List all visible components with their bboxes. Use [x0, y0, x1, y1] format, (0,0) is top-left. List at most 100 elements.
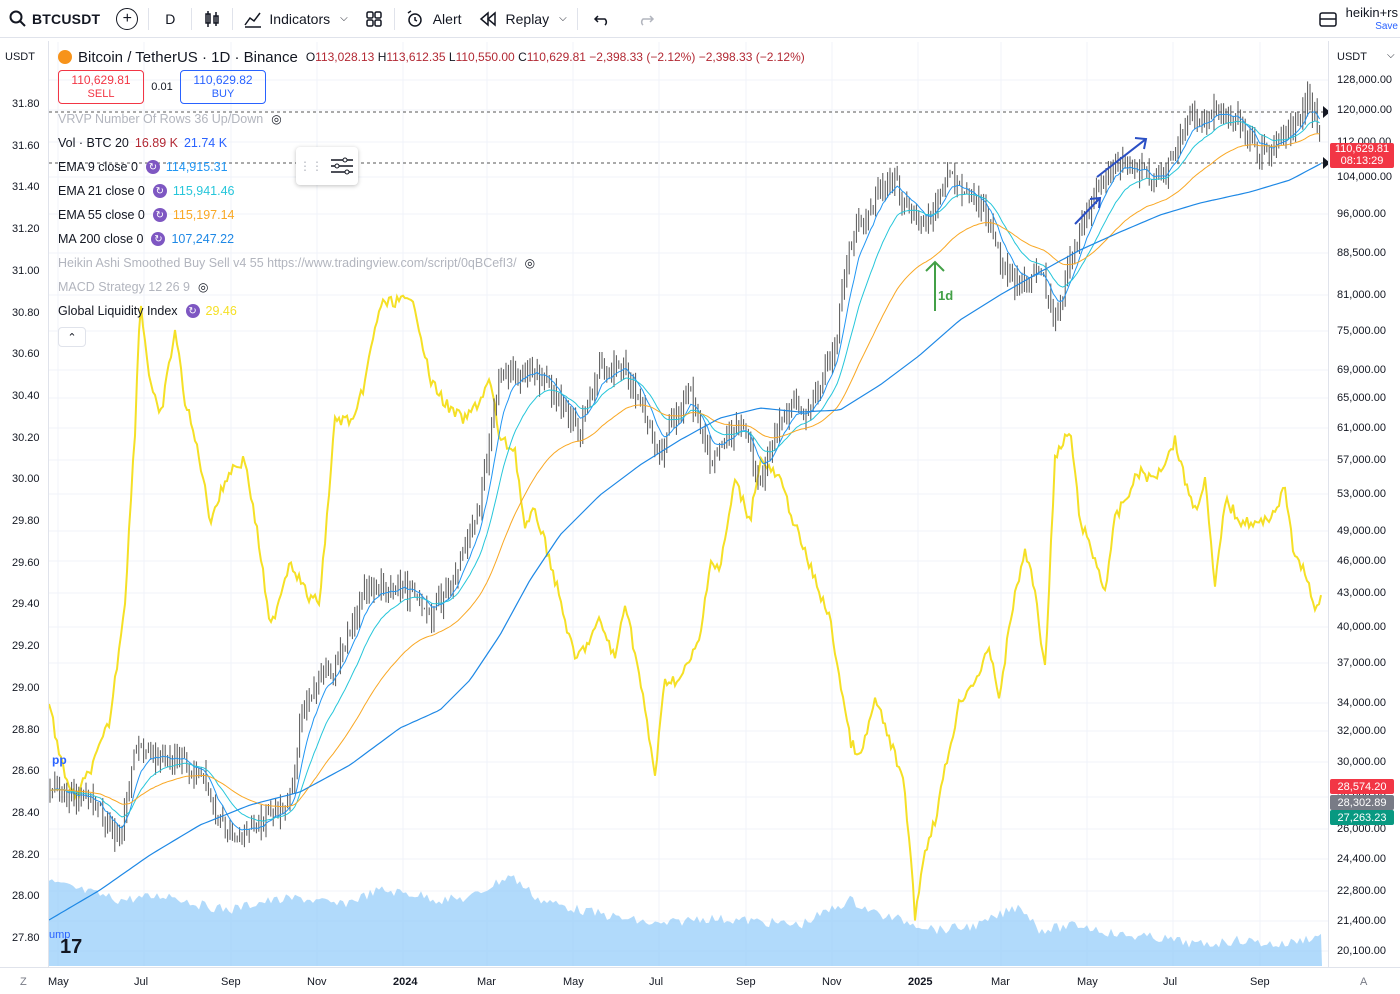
left-axis-tick: 30.20 [12, 431, 40, 444]
indicator-row[interactable]: MA 200 close 0 ↻ 107,247.22 [58, 227, 805, 251]
templates-button[interactable] [356, 0, 392, 38]
high-marker [1323, 106, 1330, 118]
plus-icon: + [116, 7, 139, 30]
symbol-search[interactable]: BTCUSDT [0, 0, 108, 38]
indicator-value: 115,197.14 [172, 208, 235, 222]
auto-scale-button[interactable]: A [1360, 976, 1368, 988]
replay-button[interactable]: Replay ⌵ [470, 0, 575, 38]
left-axis-tick: 29.20 [12, 640, 40, 653]
compare-button[interactable]: + [108, 0, 146, 38]
toolbar-divider [576, 7, 578, 30]
left-axis-unit: USDT [5, 51, 35, 63]
grid-icon [365, 10, 382, 27]
ohlc-high-value: 113,612.35 [386, 50, 446, 64]
chart-grid [49, 42, 1328, 966]
time-axis[interactable]: Z A May Jul Sep Nov 2024 Mar May Jul Sep Nov 2025 M… [0, 967, 1400, 994]
symbol-logo-icon [58, 50, 72, 64]
eye-crossed-icon[interactable]: ◎ [198, 280, 209, 294]
toolbar-divider [393, 7, 395, 30]
ohlc-open-value: 113,028.13 [315, 50, 375, 64]
layout-button[interactable] [1310, 0, 1346, 38]
sync-icon[interactable]: ↻ [152, 184, 167, 198]
ohlc-high-key: H [377, 50, 387, 64]
ohlc-close-key: C [518, 50, 527, 64]
left-axis-tick: 27.80 [12, 932, 40, 944]
time-axis-tick: Nov [822, 976, 842, 988]
indicator-list: VRVP Number Of Rows 36 Up/Down ◎ Vol · BTC… [58, 107, 805, 323]
right-axis-tick: 96,000.00 [1337, 208, 1386, 220]
layout-name[interactable]: heikin+rs Save [1345, 5, 1400, 32]
left-axis-tick: 30.80 [12, 306, 40, 319]
indicator-row[interactable]: Global Liquidity Index ↻ 29.46 [58, 299, 805, 323]
moving-averages [48, 111, 1322, 921]
zoom-reset-button[interactable]: Z [20, 976, 27, 988]
price-chart[interactable]: 1d pp ump 17 [0, 41, 1400, 994]
undo-button[interactable] [580, 0, 624, 38]
indicator-value: 21.74 K [183, 136, 228, 150]
drag-handle-icon[interactable]: ⋮⋮ [299, 159, 323, 173]
sync-icon[interactable]: ↻ [152, 208, 167, 222]
left-axis-tick: 28.80 [12, 723, 40, 736]
change-value-2: −2,398.33 (−2.12%) [698, 50, 805, 64]
right-axis-tick: 24,400.00 [1337, 853, 1386, 865]
time-axis-tick: May [48, 976, 69, 988]
indicator-row[interactable]: EMA 55 close 0 ↻ 115,197.14 [58, 203, 805, 227]
chevron-down-icon[interactable]: ⌵ [1387, 50, 1395, 61]
trend-arrow-2-head [1134, 137, 1148, 150]
search-icon [9, 10, 26, 27]
alert-button[interactable]: Alert [397, 0, 470, 38]
indicator-row[interactable]: EMA 21 close 0 ↻ 115,941.46 [58, 179, 805, 203]
top-toolbar: BTCUSDT + D Indicators ⌵ Alert Replay ⌵ … [0, 0, 1400, 38]
toolbar-divider [148, 7, 150, 30]
layout-name-label: heikin+rs [1345, 5, 1398, 21]
right-axis-tick: 65,000.00 [1337, 392, 1386, 404]
eye-crossed-icon[interactable]: ◎ [271, 112, 282, 126]
ohlc-low-value: 110,550.00 [455, 50, 515, 64]
left-axis-tick: 28.20 [12, 848, 40, 861]
buy-button[interactable]: 110,629.82 BUY [180, 70, 266, 104]
time-axis-tick: Sep [736, 976, 756, 988]
right-axis-tick: 30,000.00 [1337, 756, 1386, 768]
countdown-value: 08:13:29 [1340, 154, 1384, 167]
chevron-up-icon: ⌃ [67, 331, 77, 344]
indicator-row[interactable]: EMA 9 close 0 ↻ 114,915.31 [58, 155, 805, 179]
sync-icon[interactable]: ↻ [151, 232, 166, 246]
indicator-name: EMA 55 close 0 [58, 208, 145, 222]
global-liquidity-line [48, 293, 1322, 921]
right-axis-tick: 88,500.00 [1337, 247, 1386, 259]
interval-button[interactable]: D [151, 0, 189, 38]
eye-crossed-icon[interactable]: ◎ [524, 256, 536, 270]
right-axis-tick: 49,000.00 [1337, 525, 1386, 537]
global-liquidity-series [48, 293, 1322, 921]
left-axis-tick: 31.40 [12, 181, 40, 194]
indicator-row[interactable]: VRVP Number Of Rows 36 Up/Down ◎ [58, 107, 805, 131]
right-axis-tick: 43,000.00 [1337, 587, 1386, 599]
indicator-row[interactable]: Heikin Ashi Smoothed Buy Sell v4 55 http… [58, 251, 805, 275]
sync-icon[interactable]: ↻ [185, 304, 200, 318]
sell-button[interactable]: 110,629.81 SELL [58, 70, 144, 104]
right-price-axis[interactable]: USDT ⌵ 128,000.00 120,000.00 112,000.00 104… [1328, 41, 1400, 967]
ohlc-open-key: O [305, 50, 316, 64]
indicator-name: Global Liquidity Index [58, 304, 178, 318]
chart-type-button[interactable] [194, 0, 230, 38]
sync-icon[interactable]: ↻ [145, 160, 160, 174]
time-axis-tick: Sep [1250, 976, 1270, 988]
left-axis-tick: 28.40 [12, 806, 40, 819]
indicator-row[interactable]: MACD Strategy 12 26 9 ◎ [58, 275, 805, 299]
left-axis-tick: 31.00 [12, 264, 40, 277]
sell-label: SELL [87, 87, 115, 100]
time-axis-tick: 2024 [393, 976, 418, 988]
right-axis-tick: 20,100.00 [1337, 945, 1386, 957]
settings-sliders-icon[interactable] [329, 155, 355, 177]
replay-label: Replay [505, 10, 550, 27]
indicators-button[interactable]: Indicators ⌵ [235, 0, 355, 38]
legend-title[interactable]: Bitcoin / TetherUS · 1D · Binance [78, 48, 298, 66]
collapse-legend-button[interactable]: ⌃ [58, 327, 86, 347]
volume-histogram [49, 875, 1322, 966]
right-axis-tick: 81,000.00 [1337, 289, 1386, 301]
trade-buttons: 110,629.81 SELL 0.01 110,629.82 BUY [58, 67, 805, 107]
indicator-row[interactable]: Vol · BTC 20 16.89 K 21.74 K [58, 131, 805, 155]
left-price-axis[interactable]: USDT 31.80 31.60 31.40 31.20 31.00 30.80 30.60… [0, 41, 49, 967]
redo-button[interactable] [624, 0, 668, 38]
legend-settings-popup[interactable]: ⋮⋮ [296, 147, 358, 185]
